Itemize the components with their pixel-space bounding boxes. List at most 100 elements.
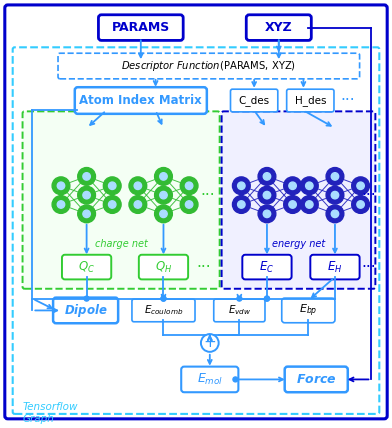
Circle shape bbox=[109, 182, 116, 190]
Circle shape bbox=[109, 201, 116, 208]
FancyBboxPatch shape bbox=[221, 111, 376, 289]
Circle shape bbox=[154, 167, 172, 185]
Circle shape bbox=[160, 191, 167, 199]
Circle shape bbox=[232, 196, 250, 214]
Text: charge net: charge net bbox=[94, 239, 147, 250]
FancyBboxPatch shape bbox=[181, 367, 238, 392]
FancyBboxPatch shape bbox=[287, 89, 334, 112]
Text: $E_{mol}$: $E_{mol}$ bbox=[197, 372, 223, 387]
FancyBboxPatch shape bbox=[75, 87, 207, 114]
Text: $\it{Descriptor\ Function}$(PARAMS, XYZ): $\it{Descriptor\ Function}$(PARAMS, XYZ) bbox=[121, 59, 296, 73]
Circle shape bbox=[357, 182, 364, 190]
Circle shape bbox=[258, 186, 276, 204]
Text: XYZ: XYZ bbox=[265, 21, 293, 34]
Circle shape bbox=[289, 201, 296, 208]
Circle shape bbox=[233, 377, 238, 382]
Circle shape bbox=[265, 296, 269, 301]
Circle shape bbox=[103, 196, 121, 214]
Circle shape bbox=[57, 201, 65, 208]
FancyBboxPatch shape bbox=[5, 5, 387, 419]
Circle shape bbox=[331, 191, 339, 199]
FancyBboxPatch shape bbox=[282, 298, 335, 323]
Circle shape bbox=[289, 182, 296, 190]
Circle shape bbox=[161, 296, 166, 301]
Text: H_des: H_des bbox=[294, 95, 326, 106]
FancyBboxPatch shape bbox=[246, 15, 311, 40]
Text: ···: ··· bbox=[200, 187, 214, 202]
FancyBboxPatch shape bbox=[132, 299, 195, 322]
Text: PARAMS: PARAMS bbox=[112, 21, 170, 34]
Circle shape bbox=[238, 201, 245, 208]
Text: $E_{bp}$: $E_{bp}$ bbox=[299, 302, 318, 318]
FancyBboxPatch shape bbox=[58, 53, 359, 79]
Circle shape bbox=[160, 172, 167, 180]
Text: energy net: energy net bbox=[272, 239, 325, 250]
Circle shape bbox=[129, 177, 147, 195]
Text: $Q_C$: $Q_C$ bbox=[78, 259, 95, 275]
Circle shape bbox=[300, 196, 318, 214]
FancyBboxPatch shape bbox=[214, 299, 265, 322]
Circle shape bbox=[201, 334, 219, 352]
Circle shape bbox=[103, 177, 121, 195]
Circle shape bbox=[185, 201, 193, 208]
FancyBboxPatch shape bbox=[23, 111, 220, 289]
Text: $E_{coulomb}$: $E_{coulomb}$ bbox=[144, 303, 183, 317]
Text: C_des: C_des bbox=[239, 95, 270, 106]
Circle shape bbox=[84, 296, 89, 301]
Circle shape bbox=[352, 196, 369, 214]
Circle shape bbox=[238, 182, 245, 190]
Circle shape bbox=[326, 167, 344, 185]
Circle shape bbox=[284, 177, 301, 195]
Circle shape bbox=[134, 182, 142, 190]
Circle shape bbox=[326, 205, 344, 223]
Text: $\bfit{Force}$: $\bfit{Force}$ bbox=[296, 373, 337, 386]
Circle shape bbox=[331, 172, 339, 180]
Circle shape bbox=[83, 191, 90, 199]
Circle shape bbox=[300, 177, 318, 195]
Circle shape bbox=[83, 172, 90, 180]
Circle shape bbox=[265, 296, 269, 301]
Text: $E_{vdw}$: $E_{vdw}$ bbox=[228, 303, 251, 317]
FancyBboxPatch shape bbox=[53, 297, 118, 323]
Text: Tensorflow
Graph: Tensorflow Graph bbox=[23, 402, 78, 424]
Circle shape bbox=[83, 210, 90, 217]
Circle shape bbox=[284, 196, 301, 214]
Circle shape bbox=[161, 296, 166, 301]
Circle shape bbox=[180, 196, 198, 214]
Circle shape bbox=[160, 210, 167, 217]
Circle shape bbox=[52, 177, 70, 195]
Circle shape bbox=[185, 182, 193, 190]
Text: ···: ··· bbox=[340, 93, 354, 108]
Circle shape bbox=[263, 172, 271, 180]
Text: ···: ··· bbox=[196, 259, 211, 275]
Circle shape bbox=[154, 186, 172, 204]
Circle shape bbox=[237, 296, 242, 301]
FancyBboxPatch shape bbox=[230, 89, 278, 112]
Text: ···: ··· bbox=[361, 259, 376, 275]
Circle shape bbox=[78, 186, 96, 204]
Circle shape bbox=[180, 177, 198, 195]
Circle shape bbox=[134, 201, 142, 208]
Circle shape bbox=[154, 205, 172, 223]
Circle shape bbox=[129, 196, 147, 214]
Circle shape bbox=[78, 205, 96, 223]
Text: Atom Index Matrix: Atom Index Matrix bbox=[80, 94, 202, 107]
Text: ···: ··· bbox=[361, 187, 376, 202]
Circle shape bbox=[306, 201, 313, 208]
Circle shape bbox=[258, 205, 276, 223]
Circle shape bbox=[263, 210, 271, 217]
Circle shape bbox=[306, 182, 313, 190]
Text: $Q_H$: $Q_H$ bbox=[155, 259, 172, 275]
FancyBboxPatch shape bbox=[242, 255, 292, 279]
Circle shape bbox=[357, 201, 364, 208]
Circle shape bbox=[258, 167, 276, 185]
FancyBboxPatch shape bbox=[139, 255, 188, 279]
Circle shape bbox=[232, 177, 250, 195]
Circle shape bbox=[78, 167, 96, 185]
Text: +: + bbox=[203, 336, 216, 351]
Text: $\bfit{Dipole}$: $\bfit{Dipole}$ bbox=[64, 302, 107, 319]
Circle shape bbox=[57, 182, 65, 190]
Circle shape bbox=[52, 196, 70, 214]
FancyBboxPatch shape bbox=[62, 255, 111, 279]
Circle shape bbox=[352, 177, 369, 195]
